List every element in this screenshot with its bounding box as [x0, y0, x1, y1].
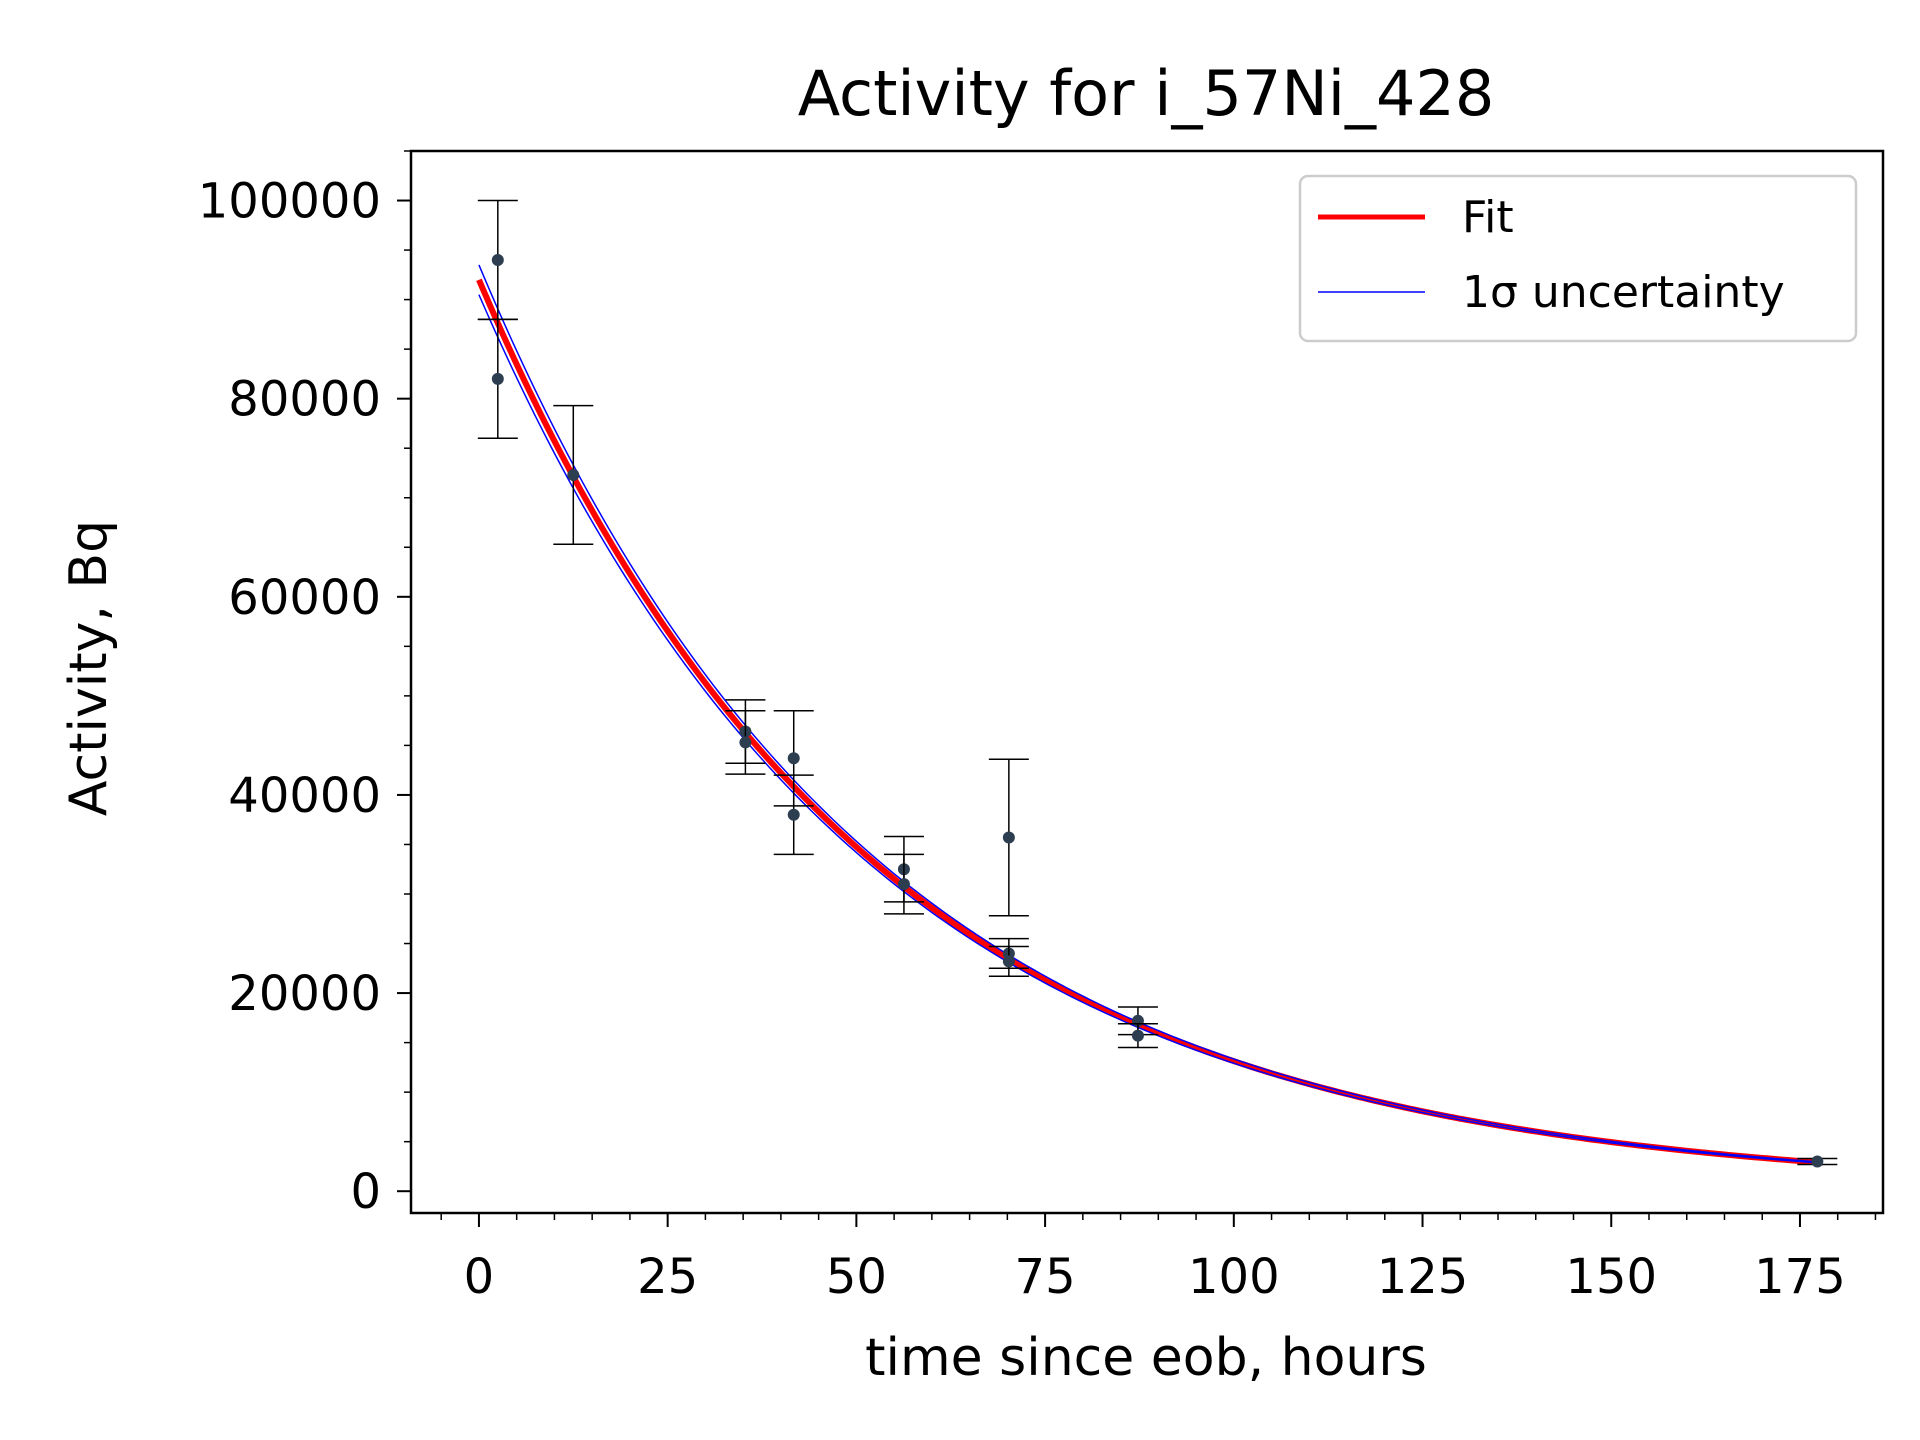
data-point-group [883, 853, 924, 915]
data-point [787, 752, 800, 765]
y-tick-label: 40000 [228, 768, 381, 824]
fit-curve [476, 278, 1823, 1166]
data-point-group [988, 758, 1029, 917]
data-point [1131, 1029, 1144, 1042]
data-point-group [553, 404, 594, 546]
x-tick-label: 25 [637, 1249, 698, 1305]
plot-area [476, 199, 1838, 1168]
y-tick-label: 0 [350, 1164, 381, 1220]
data-point [491, 372, 504, 385]
data-point [1811, 1155, 1824, 1168]
x-tick-label: 0 [464, 1249, 495, 1305]
legend: Fit 1σ uncertainty [1298, 174, 1858, 343]
x-tick-label: 125 [1377, 1249, 1469, 1305]
x-tick-label: 100 [1188, 1249, 1280, 1305]
data-point-group [773, 774, 814, 856]
uncertainty-lower-curve [478, 294, 1823, 1164]
data-point-group [477, 318, 518, 440]
data-point [897, 878, 910, 891]
legend-fit-label: Fit [1462, 192, 1514, 243]
x-tick-label: 175 [1754, 1249, 1846, 1305]
data-point-group [1117, 1023, 1158, 1049]
x-tick-label: 150 [1565, 1249, 1657, 1305]
legend-uncertainty-label: 1σ uncertainty [1462, 267, 1785, 318]
uncertainty-upper-curve [478, 264, 1823, 1164]
y-tick-label: 60000 [228, 570, 381, 626]
data-point [491, 253, 504, 266]
axes: 0 25 50 75 100 125 150 175 0 20000 40000 60000 80000… [198, 149, 1885, 1305]
y-axis-label: Activity, Bq [59, 520, 119, 816]
data-point-group [1797, 1155, 1838, 1168]
data-point [787, 808, 800, 821]
y-tick-label: 100000 [198, 174, 381, 230]
chart-title: Activity for i_57Ni_428 [798, 57, 1495, 130]
y-tick-label: 20000 [228, 966, 381, 1022]
x-axis-label: time since eob, hours [865, 1328, 1427, 1388]
x-tick-label: 50 [826, 1249, 887, 1305]
data-point-group [725, 709, 766, 775]
data-point [739, 736, 752, 749]
y-tick-label: 80000 [228, 372, 381, 428]
legend-frame [1298, 174, 1858, 343]
data-point-group [988, 945, 1029, 977]
x-tick-label: 75 [1015, 1249, 1076, 1305]
data-point [1002, 955, 1015, 968]
plot-frame [409, 149, 1885, 1215]
data-point [1002, 831, 1015, 844]
data-point [567, 468, 580, 481]
